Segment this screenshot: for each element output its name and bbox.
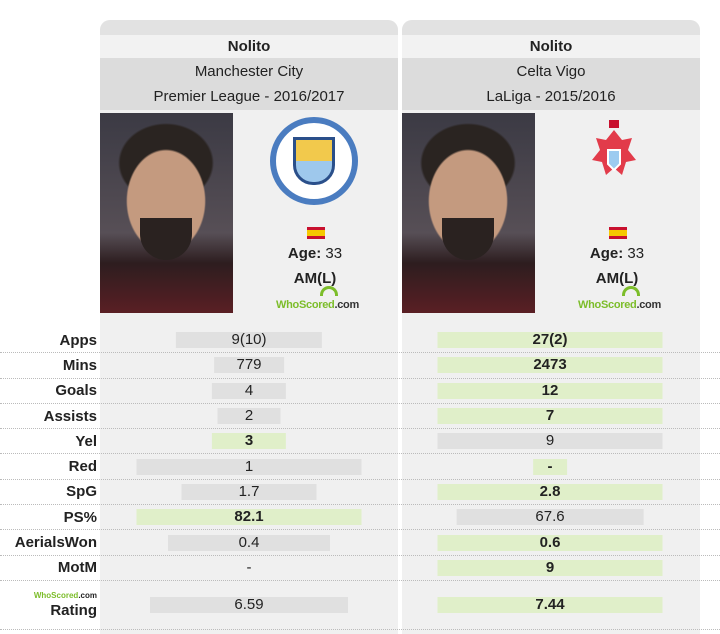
stat-value-right: 2473 (437, 357, 663, 374)
stat-label: Goals (55, 379, 97, 403)
league-season: Premier League - 2016/2017 (153, 88, 345, 105)
stat-value-right: 2.8 (437, 483, 663, 500)
stat-row-mins: Mins 779 2473 (0, 353, 720, 379)
stat-row-rating: WhoScored.com Rating 6.59 7.44 (0, 581, 720, 630)
stat-label: Mins (63, 353, 97, 377)
stat-value-left: 0.4 (168, 534, 330, 551)
stat-row-assists: Assists 2 7 (0, 404, 720, 430)
team-name[interactable]: Celta Vigo (516, 63, 586, 80)
celta-vigo-crest-icon[interactable] (592, 120, 636, 200)
stat-value-left: 82.1 (136, 509, 362, 526)
stat-value-left: 1 (136, 458, 362, 475)
stat-row-aerialswon: AerialsWon 0.4 0.6 (0, 530, 720, 556)
player-name: Nolito (100, 35, 398, 58)
stat-label-text: Yel (75, 432, 97, 450)
player-position: AM(L) (293, 270, 337, 287)
team-info: Celta Vigo LaLiga - 2015/2016 (402, 58, 700, 110)
stat-label: Apps (60, 328, 98, 352)
stat-value-right: 9 (437, 433, 663, 450)
stat-value-left: 6.59 (150, 596, 348, 613)
stat-value-right: 27(2) (437, 332, 663, 349)
team-name[interactable]: Manchester City (194, 63, 304, 80)
manchester-city-crest-icon[interactable] (270, 117, 358, 205)
stat-value-left: 1.7 (181, 483, 317, 500)
player-position: AM(L) (595, 270, 639, 287)
player-photo[interactable] (402, 113, 535, 313)
stat-row-apps: Apps 9(10) 27(2) (0, 328, 720, 354)
stat-label-text: Red (68, 458, 97, 476)
column-cap (402, 20, 700, 35)
stat-label-text: Apps (59, 331, 98, 349)
stat-label-text: Mins (62, 356, 97, 374)
stat-value-left: 4 (211, 382, 287, 399)
stat-value-right: 7.44 (437, 596, 663, 613)
stat-value-left: 9(10) (175, 332, 323, 349)
stat-value-left: 3 (211, 433, 287, 450)
stat-value-right: 9 (437, 559, 663, 576)
stat-label-text: Rating (50, 602, 97, 620)
stat-row-red: Red 1 - (0, 454, 720, 480)
stat-row-goals: Goals 4 12 (0, 379, 720, 404)
stat-label-text: AerialsWon (14, 534, 97, 552)
stat-value-left: 779 (214, 357, 284, 374)
whoscored-logo: WhoScored.com (270, 286, 365, 312)
stat-value-left: - (246, 558, 252, 576)
whoscored-logo: WhoScored.com (572, 286, 667, 312)
stat-label: Assists (44, 404, 97, 428)
player-age: Age: 33 (589, 245, 645, 262)
team-info: Manchester City Premier League - 2016/20… (100, 58, 398, 110)
stat-label: SpG (66, 480, 97, 504)
stat-label: AerialsWon (15, 530, 97, 554)
stat-label-text: Goals (55, 382, 97, 400)
stat-row-motm: MotM - 9 (0, 556, 720, 581)
column-cap (100, 20, 398, 35)
whoscored-logo: WhoScored.com (33, 591, 97, 601)
spain-flag-icon (609, 227, 627, 239)
stat-value-right: 0.6 (437, 534, 663, 551)
stat-label: Yel (75, 429, 97, 453)
stat-label-text: PS% (63, 508, 97, 526)
stat-label: WhoScored.com Rating (34, 581, 97, 629)
spain-flag-icon (307, 227, 325, 239)
stat-label: PS% (64, 505, 97, 529)
stat-value-right: 67.6 (456, 509, 644, 526)
stat-label: MotM (58, 556, 97, 580)
stat-value-right: - (533, 458, 567, 475)
league-season: LaLiga - 2015/2016 (486, 88, 616, 105)
player-column-right: Nolito Celta Vigo LaLiga - 2015/2016 Age… (402, 20, 700, 634)
stat-label-text: MotM (57, 559, 97, 577)
stat-value-left: 2 (217, 408, 281, 425)
player-age: Age: 33 (287, 245, 343, 262)
player-name: Nolito (402, 35, 700, 58)
stat-row-spg: SpG 1.7 2.8 (0, 480, 720, 506)
stat-value-right: 12 (437, 382, 663, 399)
stat-value-right: 7 (437, 408, 663, 425)
stat-row-yel: Yel 3 9 (0, 429, 720, 455)
stats-table: Apps 9(10) 27(2) Mins 779 2473 Goals 4 12 Assists… (0, 328, 720, 630)
stat-label: Red (69, 454, 97, 478)
player-column-left: Nolito Manchester City Premier League - … (100, 20, 398, 634)
stat-row-ps: PS% 82.1 67.6 (0, 505, 720, 531)
stat-label-text: Assists (43, 407, 97, 425)
player-photo[interactable] (100, 113, 233, 313)
stat-label-text: SpG (66, 483, 97, 501)
